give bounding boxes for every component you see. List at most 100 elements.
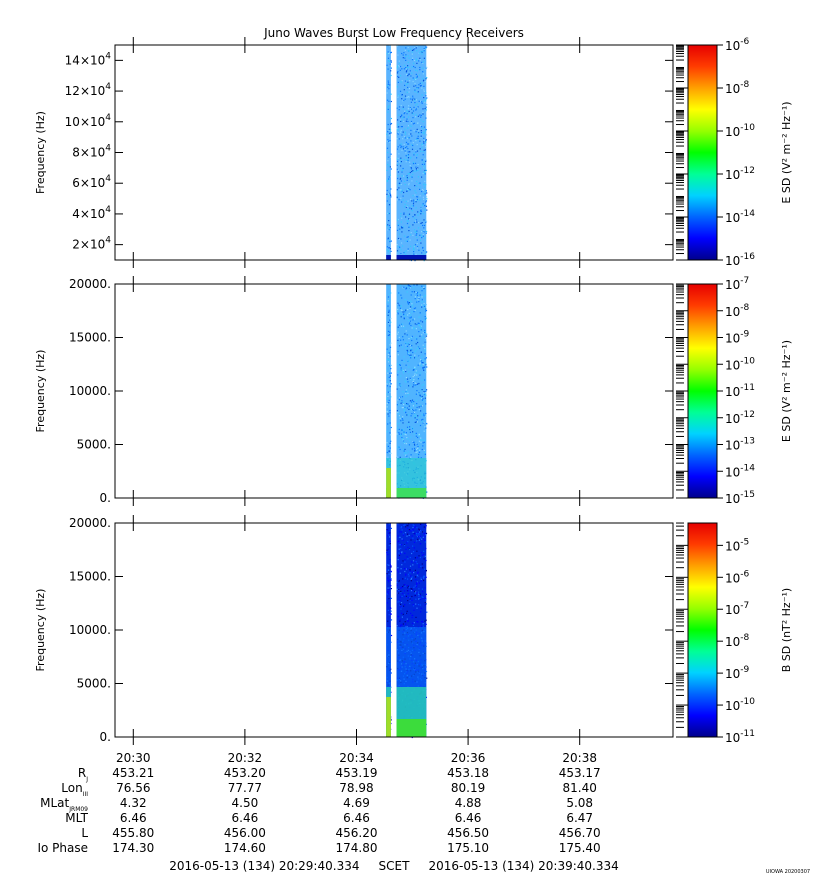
y-tick-label: 0.: [100, 730, 111, 744]
ephemeris-value: 174.80: [335, 841, 377, 855]
ephemeris-value: 6.46: [343, 811, 370, 825]
colorbar-tick-label: 10-6: [725, 569, 750, 585]
colorbar-tick-label: 10-15: [725, 490, 755, 506]
ephemeris-value: 456.20: [335, 826, 377, 840]
ephemeris-value: 4.69: [343, 796, 370, 810]
ephemeris-value: 78.98: [339, 781, 373, 795]
ephemeris-value: 80.19: [451, 781, 485, 795]
y-tick-label: 4×104: [72, 205, 111, 221]
ephemeris-value: 6.47: [566, 811, 593, 825]
ephemeris-value: 453.20: [224, 766, 266, 780]
spectrogram-panel-3: 0. 5000. 10000. 15000. 20000. Frequency (Hz): [34, 515, 674, 745]
colorbar-tick-label: 10-12: [725, 166, 755, 182]
ephemeris-value: 4.50: [232, 796, 259, 810]
colorbar-tick-label: 10-10: [725, 356, 755, 372]
colorbar-tick-label: 10-11: [725, 383, 755, 399]
ephemeris-value: 6.46: [232, 811, 259, 825]
creation-stamp: UIOWA 20200307: [766, 869, 810, 875]
colorbar-gradient: [687, 283, 718, 499]
y-tick-label: 10000.: [69, 623, 111, 637]
ephemeris-value: 453.17: [559, 766, 601, 780]
x-tick-label: 20:38: [562, 751, 597, 765]
data-segment-1: [386, 284, 391, 498]
scet-footer: 2016-05-13 (134) 20:29:40.334 SCET 2016-…: [169, 859, 619, 873]
low-frequency-band-strong: [386, 697, 391, 737]
y-tick-label: 6×104: [72, 174, 111, 190]
ephemeris-value: 6.46: [455, 811, 482, 825]
colorbar-tick-label: 10-10: [725, 697, 755, 713]
ephemeris-value: 5.08: [566, 796, 593, 810]
y-tick-label: 14×104: [65, 51, 112, 67]
plot-frame: [114, 283, 674, 499]
y-axis-label: Frequency (Hz): [34, 350, 47, 433]
y-tick-label: 5000.: [77, 438, 111, 452]
ephemeris-label: RJ: [78, 766, 88, 783]
colorbar-tick-label: 10-13: [725, 437, 755, 453]
spectrogram-panel-2: 0. 5000. 10000. 15000. 20000. Frequency (Hz): [34, 276, 674, 506]
ephemeris-value: 174.60: [224, 841, 266, 855]
ephemeris-value: 453.19: [335, 766, 377, 780]
low-frequency-band: [386, 255, 391, 260]
colorbar-label: B SD (nT² Hz⁻¹): [780, 588, 793, 672]
y-tick-label: 10000.: [69, 384, 111, 398]
ephemeris-value: 456.00: [224, 826, 266, 840]
ephemeris-value: 453.18: [447, 766, 489, 780]
x-tick-label: 20:34: [339, 751, 374, 765]
low-frequency-band: [386, 627, 391, 737]
ephemeris-label: MLT: [65, 811, 88, 825]
ephemeris-value: 77.77: [228, 781, 262, 795]
y-tick-label: 2×104: [72, 236, 111, 252]
colorbar-tick-label: 10-14: [725, 209, 755, 225]
colorbar-2: 10-15 10-14 10-13 10-12 10-11 10-10 10-9 10-8 10…: [676, 276, 793, 506]
ephemeris-table: RJ 453.21 453.20 453.19 453.18 453.17 LonIII 76…: [37, 766, 600, 855]
ephemeris-value: 455.80: [112, 826, 154, 840]
y-tick-label: 20000.: [69, 516, 111, 530]
colorbar-1: 10-16 10-14 10-12 10-10 10-8 10-6 E SD (V² m⁻²…: [676, 37, 793, 268]
ephemeris-label: LonIII: [61, 781, 88, 798]
colorbar-label: E SD (V² m⁻² Hz⁻¹): [780, 340, 793, 442]
data-segment-2: [396, 45, 427, 260]
data-segment-1: [386, 45, 391, 260]
colorbar-tick-label: 10-6: [725, 37, 750, 53]
ephemeris-value: 76.56: [116, 781, 150, 795]
colorbar-3: 10-11 10-10 10-9 10-8 10-7 10-6 10-5 B SD (nT² …: [676, 522, 793, 745]
y-tick-label: 0.: [100, 491, 111, 505]
colorbar-label: E SD (V² m⁻² Hz⁻¹): [780, 101, 793, 203]
colorbar-tick-label: 10-9: [725, 330, 750, 346]
colorbar-tick-label: 10-14: [725, 463, 755, 479]
ephemeris-value: 174.30: [112, 841, 154, 855]
colorbar-tick-label: 10-8: [725, 633, 750, 649]
colorbar-tick-label: 10-16: [725, 252, 755, 268]
colorbar-tick-label: 10-11: [725, 729, 755, 745]
y-axis-label: Frequency (Hz): [34, 111, 47, 194]
colorbar-tick-label: 10-10: [725, 123, 755, 139]
y-tick-label: 10×104: [65, 113, 112, 129]
ephemeris-value: 81.40: [563, 781, 597, 795]
ephemeris-label: MLatJRM09: [40, 796, 88, 813]
colorbar-tick-label: 10-12: [725, 410, 755, 426]
low-frequency-band-core: [396, 488, 427, 498]
x-tick-label: 20:32: [228, 751, 263, 765]
x-tick-label: 20:30: [116, 751, 151, 765]
plot-frame: [114, 522, 674, 738]
ephemeris-value: 453.21: [112, 766, 154, 780]
spectrogram-panel-1: 2×104 4×104 6×104 8×104 10×104 12×104 14×104 Fr…: [34, 37, 674, 268]
low-frequency-band-strong: [386, 468, 391, 498]
ephemeris-value: 4.32: [120, 796, 147, 810]
y-tick-label: 15000.: [69, 331, 111, 345]
plot-frame: [114, 44, 674, 261]
colorbar-tick-label: 10-8: [725, 303, 750, 319]
y-tick-label: 20000.: [69, 277, 111, 291]
ephemeris-label: Io Phase: [37, 841, 88, 855]
colorbar-tick-label: 10-7: [725, 601, 749, 617]
colorbar-tick-label: 10-5: [725, 537, 749, 553]
low-frequency-band: [396, 255, 427, 260]
y-tick-label: 12×104: [65, 82, 112, 98]
colorbar-tick-label: 10-8: [725, 80, 750, 96]
colorbar-gradient: [687, 522, 718, 738]
ephemeris-value: 456.50: [447, 826, 489, 840]
x-tick-label: 20:36: [451, 751, 486, 765]
ephemeris-label: L: [81, 826, 88, 840]
figure-title: Juno Waves Burst Low Frequency Receivers: [263, 26, 524, 40]
